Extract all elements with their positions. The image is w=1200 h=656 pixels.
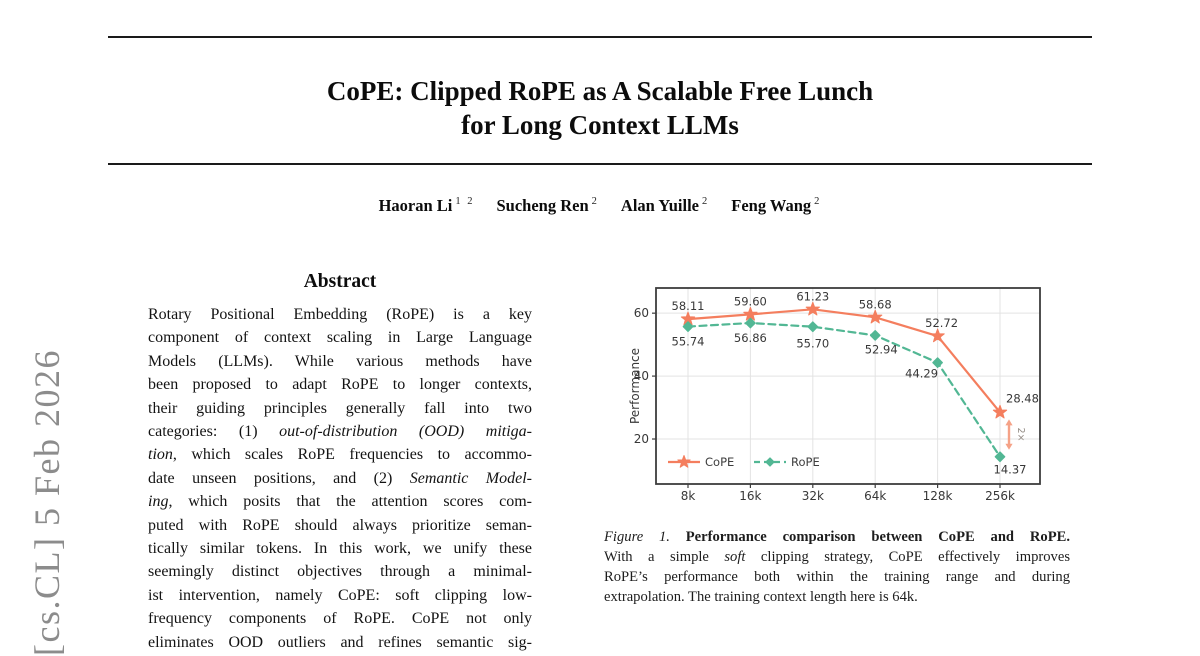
abstract-line: tically similar tokens. In this work, we… [148,540,532,558]
abstract-line: ing, which posits that the attention sco… [148,493,532,511]
abstract-line: categories: (1) out-of-distribution (OOD… [148,423,532,441]
gap-arrow-head-up [1005,419,1013,426]
x-tick-label: 32k [802,489,824,503]
cope-marker [992,404,1008,419]
plot-border [655,287,1041,485]
rope-marker [932,357,943,368]
arxiv-stamp: [cs.CL] 5 Feb 2026 [27,349,67,656]
legend-marker-cope [677,455,691,468]
cope-value-label: 28.48 [1006,391,1039,405]
rope-marker [994,451,1006,463]
abstract-line: Models (LLMs). While various methods hav… [148,352,532,370]
rope-marker [682,321,694,332]
legend-label-rope: RoPE [791,455,820,469]
legend-label-cope: CoPE [705,455,734,469]
abstract-line: puted with RoPE should always prioritize… [148,516,532,534]
legend-marker-rope [765,457,775,467]
paper-title-line1: CoPE: Clipped RoPE as A Scalable Free Lu… [326,76,874,106]
author-affiliation-superscript: 2 [591,195,599,207]
rope-value-label: 44.29 [905,367,938,381]
series-cope-line [686,308,1002,414]
y-tick-label: 20 [634,432,649,446]
cope-marker [743,306,758,321]
abstract-line: their guiding principles generally fall … [148,399,532,417]
rope-value-label: 14.37 [994,463,1027,477]
cope-value-label: 52.72 [925,316,958,330]
abstract-text: Rotary Positional Embedding (RoPE) is a … [148,303,532,654]
y-axis-label: Performance [628,348,642,424]
paper-title-line2: for Long Context LLMs [461,110,739,140]
cope-value-label: 58.68 [859,297,892,311]
cope-marker [805,301,820,316]
y-tick-label: 60 [634,306,649,320]
author-affiliation-superscript: 1 2 [455,195,475,207]
top-rule [108,36,1092,38]
series-rope-line [686,321,1002,458]
cope-value-label: 58.11 [672,299,705,313]
performance-chart: 8k 16k 32k 64k 128k 256k 20 40 60 Performance 58.1… [628,287,1041,503]
rope-value-label: 56.86 [734,331,767,345]
x-tick-label: 8k [681,489,696,503]
rope-value-label: 55.70 [796,337,829,351]
x-tick-label: 128k [923,489,953,503]
cope-marker [930,328,945,343]
rope-marker [869,330,881,341]
author-affiliation-superscript: 2 [814,195,822,207]
cope-value-label: 61.23 [796,289,829,303]
author-name: Alan Yuille 2 [620,195,710,216]
abstract-line: Rotary Positional Embedding (RoPE) is a … [148,306,532,323]
paper-title: CoPE: Clipped RoPE as A Scalable Free Lu… [108,74,1092,142]
abstract-line: component of context scaling in Large La… [148,329,532,347]
figure-1-caption: Figure 1. Performance comparison between… [604,527,1070,607]
gap-annotation-label: 2× [1015,428,1026,442]
author-name: Sucheng Ren 2 [496,195,599,216]
x-tick-label: 64k [864,489,886,503]
mid-rule [108,163,1092,165]
abstract-line: tion, which scales RoPE frequencies to a… [148,446,532,464]
rope-value-label: 52.94 [865,342,898,356]
rope-marker [745,317,756,329]
caption-line: Figure 1. Performance comparison between… [604,529,1070,545]
rope-marker [807,321,819,333]
gap-arrow-head-down [1005,443,1013,450]
abstract-line: eliminates OOD outliers and refines sema… [148,633,532,651]
caption-line: extrapolation. The training context leng… [604,589,918,605]
authors-line: Haoran Li 1 2 Sucheng Ren 2 Alan Yuille 2 Feng… [108,196,1092,216]
caption-line: RoPE’s performance both within the train… [604,569,1070,585]
rope-value-label: 55.74 [672,335,705,349]
abstract-line: seemingly distinct objectives through a … [148,563,532,581]
x-tick-label: 256k [985,489,1015,503]
abstract-line: date unseen positions, and (2) Semantic … [148,469,533,487]
figure-1-chart: 8k 16k 32k 64k 128k 256k 20 40 60 Performance 58.1… [628,282,1048,510]
abstract-heading: Abstract [303,271,377,292]
author-name: Feng Wang 2 [731,195,822,216]
abstract-line: frequency components of RoPE. CoPE not o… [148,610,532,628]
abstract-line: been proposed to adapt RoPE to longer co… [148,376,532,394]
author-affiliation-superscript: 2 [702,195,710,207]
caption-line: With a simple soft clipping strategy, Co… [604,549,1070,565]
abstract-line: ist intervention, namely CoPE: soft clip… [148,586,532,604]
y-tick-label: 40 [634,369,649,383]
x-tick-label: 16k [739,489,761,503]
cope-marker [868,309,883,324]
cope-value-label: 59.60 [734,294,767,308]
author-name: Haoran Li 1 2 [378,195,475,216]
